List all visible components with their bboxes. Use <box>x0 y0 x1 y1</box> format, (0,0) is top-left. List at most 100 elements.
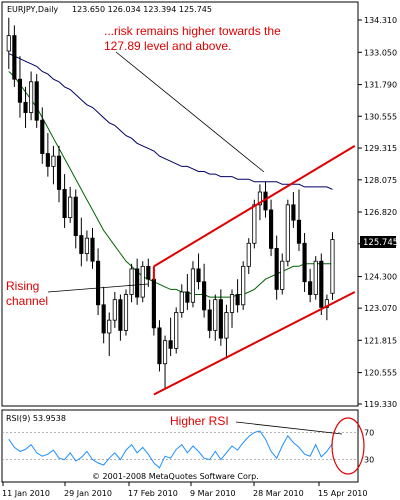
annotation-channel: channel <box>6 294 48 308</box>
candle-down <box>101 304 106 334</box>
candle-down <box>291 204 296 221</box>
time-axis: 11 Jan 2010 29 Jan 2010 17 Feb 2010 9 Mar 2… <box>2 482 367 498</box>
candle-up <box>107 319 112 334</box>
candle-up <box>280 260 285 290</box>
main-panel-frame <box>1 1 359 407</box>
candle-up <box>324 299 329 308</box>
candle-down <box>45 153 50 167</box>
price-tick-label: 121.815 <box>364 336 397 345</box>
candle-down <box>274 248 279 290</box>
candle-down <box>12 35 17 80</box>
candle-down <box>302 242 307 283</box>
candle-down <box>56 155 62 190</box>
candle-up <box>285 204 290 262</box>
price-tick-label: 129.315 <box>364 144 397 153</box>
candle-up <box>6 35 11 52</box>
candle-up <box>229 294 235 313</box>
candle-up <box>257 191 262 206</box>
price-tick-label: 130.555 <box>364 112 397 121</box>
last-price-label: 125.745 <box>363 238 398 248</box>
candle-up <box>140 265 145 298</box>
candle-down <box>308 281 313 295</box>
candle-down <box>135 268 140 298</box>
candle-down <box>207 309 212 331</box>
price-tick-label: 133.050 <box>364 48 397 57</box>
price-tick-label: 128.075 <box>364 176 397 185</box>
date-tick-label: 15 Apr 2010 <box>318 489 367 498</box>
rsi-line <box>8 430 333 469</box>
candles <box>6 17 335 390</box>
candle-down <box>146 265 151 280</box>
candle-down <box>151 278 156 329</box>
channel-lower-line <box>153 291 356 396</box>
candle-up <box>84 237 89 254</box>
candle-up <box>213 299 218 331</box>
candle-down <box>118 299 123 331</box>
candle-down <box>185 291 190 303</box>
candle-up <box>162 340 168 365</box>
trend-lines <box>152 145 356 396</box>
candle-down <box>196 268 201 283</box>
rsi-label: RSI(9) 53.9538 <box>6 414 66 423</box>
date-tick-label: 9 Mar 2010 <box>190 489 236 498</box>
candle-down <box>296 219 302 244</box>
candle-up <box>112 299 117 321</box>
pointer-top-note <box>115 51 265 173</box>
price-tick-label: 126.820 <box>364 208 397 217</box>
candle-up <box>129 268 134 295</box>
rsi-indicator: 70 30 <box>2 428 374 469</box>
candle-down <box>73 196 78 236</box>
price-tick-label: 120.555 <box>364 369 397 378</box>
candle-up <box>174 312 179 349</box>
annotation-rising: Rising <box>6 279 39 293</box>
price-axis: 134.310 133.050 131.790 130.555 129.315 128.0… <box>358 16 397 409</box>
date-tick-label: 17 Feb 2010 <box>128 489 178 498</box>
pointer-higher-rsi <box>235 421 343 435</box>
annotation-line-1: ...risk remains higher towards the <box>104 24 281 38</box>
candle-down <box>17 78 23 103</box>
candle-down <box>40 119 45 154</box>
candle-up <box>29 81 34 113</box>
copyright: © 2001-2008 MetaQuotes Software Corp. <box>92 472 259 481</box>
date-tick-label: 29 Jan 2010 <box>64 489 112 498</box>
candle-down <box>90 237 95 262</box>
candle-up <box>252 204 257 244</box>
candle-down <box>34 81 39 121</box>
candle-up <box>51 155 56 167</box>
candle-up <box>330 239 335 294</box>
last-price-tag <box>360 236 396 248</box>
candle-up <box>241 265 246 306</box>
candle-down <box>62 189 67 219</box>
candle-down <box>235 294 240 306</box>
candle-down <box>269 209 274 249</box>
annotation-line-2: 127.89 level and above. <box>104 39 231 53</box>
candle-up <box>246 242 251 267</box>
price-tick-label: 123.070 <box>364 304 397 313</box>
rsi-tick-label: 70 <box>364 428 374 437</box>
channel-upper-line <box>153 145 356 268</box>
candle-down <box>202 281 207 311</box>
candle-down <box>96 260 101 306</box>
candle-down <box>168 340 173 349</box>
price-tick-label: 124.300 <box>364 273 397 282</box>
price-tick-label: 131.790 <box>364 81 397 90</box>
candle-up <box>179 291 184 313</box>
date-tick-label: 11 Jan 2010 <box>2 489 50 498</box>
candle-up <box>123 294 129 331</box>
pointer-rising-channel <box>47 283 149 293</box>
price-tick-label: 119.330 <box>364 400 397 409</box>
symbol-label: EURJPY,Daily <box>7 5 58 14</box>
price-tick-label: 134.310 <box>364 16 397 25</box>
candle-down <box>319 260 324 308</box>
annotation-higher-rsi: Higher RSI <box>170 414 229 428</box>
candle-down <box>218 299 223 339</box>
candle-up <box>224 312 229 339</box>
candle-down <box>79 235 84 254</box>
candle-up <box>190 268 196 303</box>
candle-down <box>23 101 28 113</box>
moving-average-blue <box>8 53 333 190</box>
candle-up <box>68 196 73 219</box>
ohlc-readout: 123.650 126.034 123.394 125.745 <box>72 5 212 14</box>
rsi-highlight-ellipse <box>331 417 365 475</box>
